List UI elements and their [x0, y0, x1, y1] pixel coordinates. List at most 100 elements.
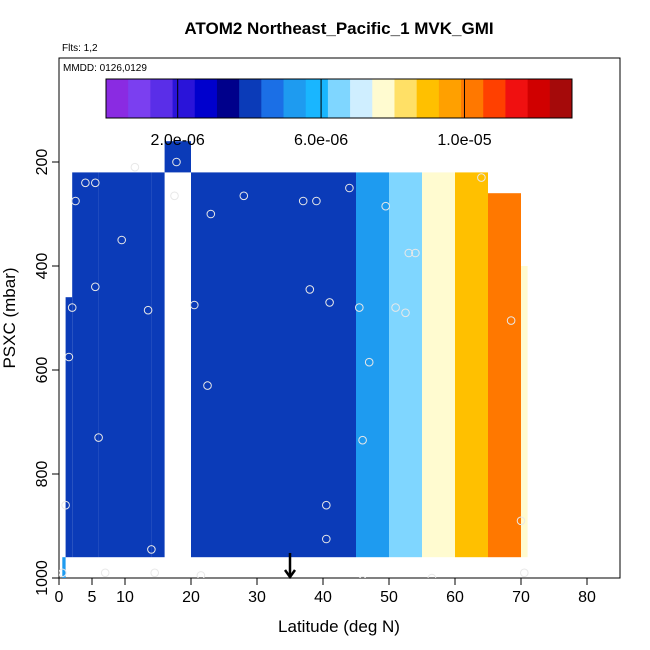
colorbar-swatch: [172, 79, 196, 118]
mmdd-label: MMDD: 0126,0129: [63, 63, 147, 74]
observation-point: [196, 571, 206, 578]
x-tick-label: 10: [116, 589, 134, 606]
y-tick-label: 600: [34, 357, 51, 384]
heatmap-cell: [323, 172, 356, 558]
colorbar-swatch: [106, 79, 129, 118]
observation-point: [81, 178, 90, 188]
colorbar-swatch: [128, 79, 151, 118]
observation-points: [59, 157, 529, 578]
observation-point: [71, 196, 80, 206]
x-tick-label: 20: [182, 589, 200, 606]
colorbar-swatch: [239, 79, 262, 118]
colorbar-swatch: [350, 79, 373, 118]
observation-point: [100, 568, 110, 578]
chart-title: ATOM2 Northeast_Pacific_1 MVK_GMI: [184, 19, 493, 38]
heatmap-cell: [521, 266, 528, 558]
observation-point: [298, 196, 308, 206]
heatmap-cell: [62, 557, 66, 578]
observation-point: [427, 573, 437, 578]
colorbar-tick-label: 1.0e-05: [437, 132, 491, 149]
observation-point: [91, 178, 100, 188]
x-tick-label: 5: [88, 589, 97, 606]
y-tick-label: 400: [34, 253, 51, 280]
observation-point: [61, 500, 70, 510]
colorbar-swatch: [283, 79, 307, 118]
observation-point: [91, 282, 100, 292]
heatmap-cell: [455, 172, 488, 558]
colorbar: 2.0e-06 6.0e-06 1.0e-05: [105, 78, 573, 149]
x-axis: 0 5 10 20 30 40 50 60 70 80: [55, 578, 596, 606]
observation-point: [506, 316, 516, 325]
colorbar-swatch: [505, 79, 529, 118]
colorbar-swatch: [305, 79, 329, 118]
heatmap-cell: [65, 297, 73, 558]
observation-point: [381, 201, 391, 211]
observation-point: [401, 308, 410, 318]
heatmap-cell: [125, 172, 152, 558]
observation-point: [345, 183, 354, 193]
observation-point: [147, 545, 156, 554]
colorbar-tick-label: 2.0e-06: [151, 132, 205, 149]
observation-point: [355, 303, 364, 312]
heatmap-cell: [488, 193, 521, 558]
x-tick-label: 70: [512, 589, 530, 606]
heatmap-cell: [257, 172, 323, 558]
colorbar-swatch: [549, 79, 573, 118]
observation-point: [190, 300, 199, 310]
heatmap-cell: [98, 172, 125, 558]
x-tick-label: 60: [446, 589, 464, 606]
colorbar-swatch: [327, 79, 351, 118]
y-tick-label: 800: [34, 461, 51, 488]
heatmap-field: [62, 141, 528, 578]
observation-point: [67, 303, 77, 312]
observation-point: [143, 305, 153, 315]
observation-point: [130, 162, 140, 172]
colorbar-frame: [105, 78, 573, 119]
observation-point: [325, 298, 334, 307]
y-axis: 200 400 600 800 1000: [34, 149, 59, 596]
colorbar-swatch: [461, 79, 484, 118]
observation-point: [94, 433, 103, 442]
plot-frame: [58, 57, 621, 579]
observation-point: [206, 209, 216, 219]
x-tick-label: 30: [248, 589, 266, 606]
observation-point: [305, 285, 315, 294]
y-tick-label: 1000: [34, 560, 51, 596]
arrow-head: [283, 569, 297, 580]
colorbar-swatch: [261, 79, 285, 118]
colorbar-swatch: [527, 79, 551, 118]
x-tick-label: 80: [578, 589, 596, 606]
observation-point: [477, 173, 486, 182]
colorbar-swatch: [194, 79, 218, 118]
observation-point: [391, 303, 400, 312]
heatmap-cell: [422, 172, 455, 558]
observation-point: [404, 248, 414, 258]
y-axis-label: PSXC (mbar): [0, 267, 19, 368]
observation-point: [312, 196, 321, 206]
colorbar-swatch: [216, 79, 240, 118]
observation-point: [322, 500, 331, 510]
heatmap-cell: [151, 172, 165, 558]
observation-point: [239, 191, 249, 201]
arrow-marker: [283, 553, 297, 580]
heatmap-cell: [72, 172, 99, 558]
observation-point: [172, 157, 181, 167]
observation-point: [364, 357, 374, 367]
x-tick-label: 40: [314, 589, 332, 606]
x-tick-label: 0: [55, 589, 64, 606]
observation-point: [322, 534, 331, 544]
colorbar-swatch: [150, 79, 174, 118]
observation-point: [117, 235, 126, 245]
observation-point: [170, 191, 179, 201]
colorbar-swatch: [416, 79, 440, 118]
observation-point: [516, 516, 526, 526]
flights-label: Flts: 1,2: [62, 43, 98, 54]
x-axis-label: Latitude (deg N): [278, 617, 400, 636]
colorbar-swatch: [438, 79, 462, 118]
heatmap-cell: [191, 172, 257, 558]
observation-point: [359, 576, 367, 578]
observation-point: [64, 352, 74, 362]
observation-point: [203, 381, 212, 390]
observation-point: [520, 568, 529, 578]
